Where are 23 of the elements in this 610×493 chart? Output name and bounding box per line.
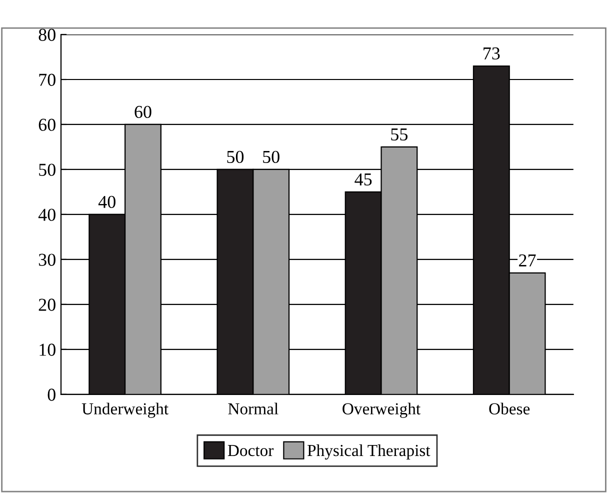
y-tick-label: 50 bbox=[39, 164, 56, 176]
x-tick-label: Obese bbox=[489, 402, 530, 414]
legend-label: Doctor bbox=[228, 445, 274, 456]
data-label: 73 bbox=[484, 47, 500, 60]
data-label: 50 bbox=[227, 150, 244, 164]
y-tick-label: 70 bbox=[39, 74, 56, 86]
data-label: 27 bbox=[519, 254, 536, 266]
legend-label: Physical Therapist bbox=[308, 444, 430, 460]
data-label: 40 bbox=[98, 196, 116, 208]
y-tick-label: 40 bbox=[38, 208, 56, 221]
y-tick-label: 20 bbox=[38, 298, 56, 311]
y-tick-label: 0 bbox=[48, 388, 56, 401]
y-tick-label: 10 bbox=[40, 344, 56, 356]
x-tick-label: Normal bbox=[228, 402, 278, 414]
y-tick-label: 60 bbox=[38, 118, 56, 131]
data-label: 50 bbox=[263, 150, 280, 164]
y-tick-label: 80 bbox=[38, 28, 56, 41]
x-tick-label: Overweight bbox=[342, 402, 420, 418]
data-label: 60 bbox=[134, 106, 152, 118]
data-label: 55 bbox=[391, 128, 408, 141]
data-label: 45 bbox=[354, 173, 372, 186]
y-tick-label: 30 bbox=[38, 254, 56, 266]
x-tick-label: Underweight bbox=[82, 402, 168, 418]
